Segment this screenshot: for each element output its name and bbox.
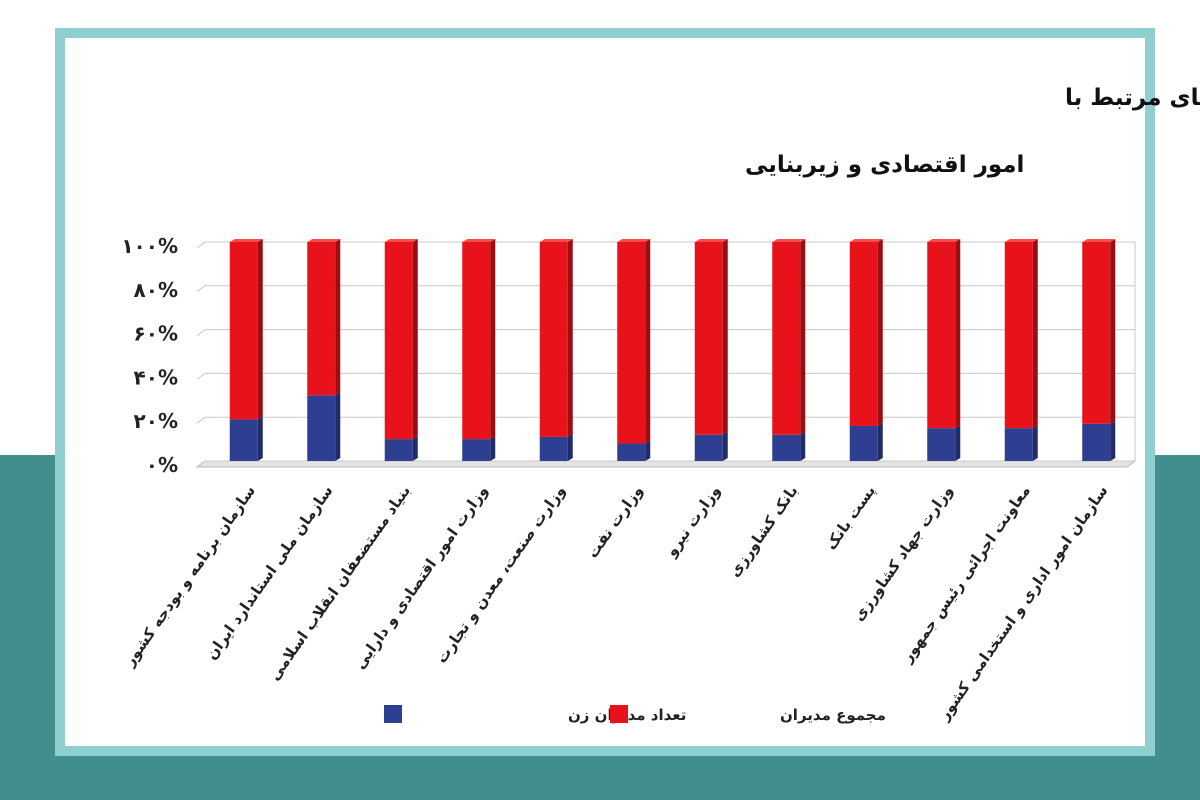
bar-top [1004, 239, 1038, 242]
bar-segment-side [1110, 420, 1116, 461]
gridline-depth [196, 241, 206, 249]
category-label: پست بانک [822, 482, 880, 554]
bar-segment-side [412, 436, 418, 461]
bar-segment-side [800, 239, 806, 435]
bar-segment [617, 242, 646, 444]
bar-segment-side [335, 392, 341, 461]
bar-segment-side [645, 440, 651, 461]
bar-segment [849, 425, 878, 461]
bar-segment [1004, 242, 1033, 429]
chart-title: نمودار شماره (۷): مقایسه نسبت مدیران زن … [745, 84, 1200, 178]
bar-top [617, 239, 651, 242]
bar-top [307, 239, 341, 242]
legend-label-total: مجموع مدیران [780, 706, 886, 724]
legend: تعداد مدیران زن مجموع مدیران [384, 705, 886, 724]
bar-top [229, 239, 263, 242]
bar-segment [229, 242, 258, 420]
category-label: سازمان ملی استاندارد ایران [202, 482, 336, 663]
category-label: بنیاد مستضعفان انقلاب اسلامی [265, 482, 414, 684]
bar-top [849, 239, 883, 242]
bar-segment-side [877, 422, 883, 461]
category-label: سازمان برنامه و بودجه کشور [120, 482, 259, 670]
bar-segment [1082, 423, 1111, 461]
plot-floor [195, 460, 1137, 468]
y-axis-ticks: ۰% ۲۰% ۴۰% ۶۰% ۸۰% ۱۰۰% [121, 234, 178, 477]
gridline-depth [196, 416, 206, 424]
bar-segment-side [955, 239, 961, 429]
bar-top [772, 239, 806, 242]
bar-segment [849, 242, 878, 426]
chart-frame [55, 28, 1155, 756]
legend-swatch-female [384, 705, 402, 723]
y-tick-label: ۱۰۰% [121, 234, 178, 258]
y-tick-label: ۴۰% [134, 365, 178, 389]
category-label: بانک کشاورزی [725, 482, 801, 580]
bar-segment-side [257, 416, 263, 461]
category-label: معاونت اجرائی رئیس جمهور [897, 482, 1034, 666]
bar-segment-side [412, 239, 418, 440]
gridlines [196, 241, 1136, 468]
bar-segment [1082, 242, 1111, 424]
bar-top [384, 239, 418, 242]
bar-segment [1004, 428, 1033, 461]
bar-top [539, 239, 573, 242]
y-tick-label: ۶۰% [134, 322, 178, 346]
y-tick-label: ۰% [146, 453, 178, 477]
bar-segment-side [955, 425, 961, 461]
bar-segment [617, 443, 646, 461]
bar-segment [462, 439, 491, 461]
chart-title-line-2: امور اقتصادی و زیربنایی [745, 152, 1024, 178]
bar-segment-side [335, 239, 341, 396]
bar-segment-side [490, 239, 496, 440]
bar-segment [307, 242, 336, 396]
bar-segment [462, 242, 491, 440]
background-teal-left [0, 455, 60, 800]
bar-top [1082, 239, 1116, 242]
y-tick-label: ۸۰% [134, 278, 178, 302]
y-tick-label: ۲۰% [134, 409, 178, 433]
bar-top [694, 239, 728, 242]
category-label: سازمان امور اداری و استخدامی کشور [934, 482, 1111, 724]
bar-segment [927, 242, 956, 429]
legend-swatch-total [610, 705, 628, 723]
bar-segment-side [722, 431, 728, 461]
bar-top [462, 239, 496, 242]
gridline-depth [196, 329, 206, 337]
bar-segment-side [567, 239, 573, 437]
bar-segment [384, 242, 413, 440]
bar-segment-side [722, 239, 728, 435]
bar-segment [384, 439, 413, 461]
bar-segment-side [800, 431, 806, 461]
bars [229, 239, 1116, 461]
chart-title-line-1: نمودار شماره (۷): مقایسه نسبت مدیران زن … [1065, 84, 1200, 111]
bar-segment [772, 242, 801, 435]
gridline-depth [196, 285, 206, 293]
bar-segment [307, 395, 336, 461]
bar-segment-side [1032, 425, 1038, 461]
category-label: وزارت امور اقتصادی و دارایی [351, 482, 492, 672]
category-label: وزارت نیرو [661, 482, 724, 561]
plot-floor-plane [195, 460, 1137, 468]
gridline-depth [196, 460, 206, 468]
bar-segment-side [1110, 239, 1116, 424]
bar-segment [229, 419, 258, 461]
bar-segment [694, 434, 723, 461]
bar-segment-side [645, 239, 651, 444]
bar-segment-side [257, 239, 263, 420]
bar-segment-side [567, 433, 573, 461]
bar-segment [539, 242, 568, 437]
bar-segment [539, 436, 568, 461]
bar-segment [772, 434, 801, 461]
category-label: وزارت نفت [583, 482, 646, 561]
bar-segment [927, 428, 956, 461]
bar-top [927, 239, 961, 242]
bar-segment-side [1032, 239, 1038, 429]
bar-segment-side [490, 436, 496, 461]
gridline-depth [196, 372, 206, 380]
bar-segment [694, 242, 723, 435]
category-label: وزارت صنعت، معدن و تجارت [432, 482, 569, 667]
bar-segment-side [877, 239, 883, 426]
